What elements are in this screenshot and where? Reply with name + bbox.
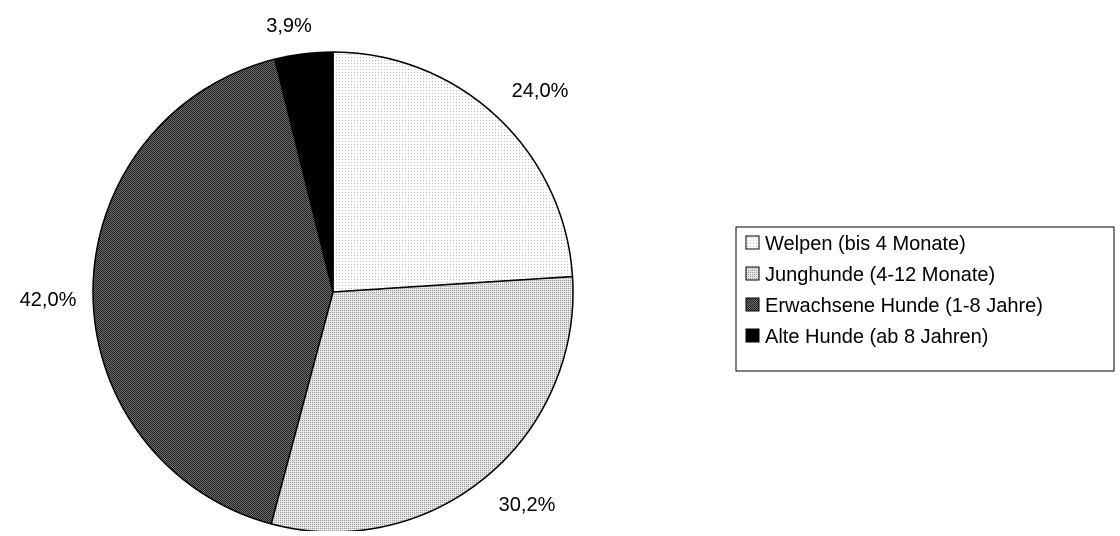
slice-value-label: 42,0% <box>20 289 77 311</box>
slice-value-label: 24,0% <box>512 80 569 102</box>
legend-entry-label: Erwachsene Hunde (1-8 Jahre) <box>765 295 1043 317</box>
legend-entry-label: Welpen (bis 4 Monate) <box>765 233 966 255</box>
pie-slice <box>273 51 334 293</box>
legend-swatch <box>745 297 760 312</box>
pie-slice <box>92 58 334 525</box>
slice-value-label: 3,9% <box>266 15 312 37</box>
legend-entry-label: Alte Hunde (ab 8 Jahren) <box>765 326 988 348</box>
legend-swatch <box>745 266 760 281</box>
slice-value-label: 30,2% <box>499 494 556 516</box>
pie-slices <box>92 51 574 533</box>
pie-value-labels: 24,0% 30,2% 42,0% 3,9% <box>20 15 569 516</box>
legend-swatch <box>745 328 760 343</box>
legend-entry-label: Junghunde (4-12 Monate) <box>765 264 995 286</box>
legend-swatch <box>745 235 760 250</box>
pie-slice <box>332 51 574 293</box>
legend: Welpen (bis 4 Monate) Junghunde (4-12 Mon… <box>735 226 1115 372</box>
legend-frame <box>735 226 1115 372</box>
